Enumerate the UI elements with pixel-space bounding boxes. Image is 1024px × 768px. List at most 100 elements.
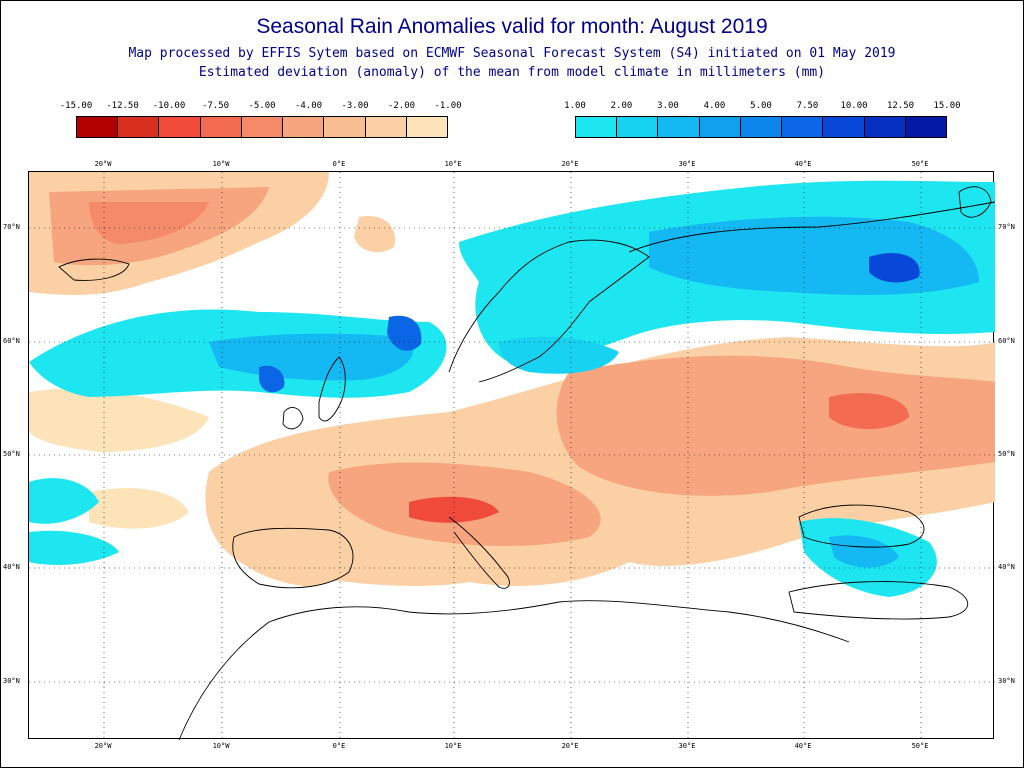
- lat-label-left: 30°N: [3, 677, 20, 685]
- lon-label-top: 30°E: [678, 160, 696, 168]
- negative-legend-swatch: [324, 117, 366, 137]
- dry-area-atlantic-south: [89, 488, 189, 529]
- dry-area-alps-hotspot: [409, 496, 499, 523]
- anomaly-map: [28, 171, 995, 740]
- negative-legend-tick-label: -3.00: [341, 101, 369, 111]
- negative-legend-swatch: [200, 117, 242, 137]
- coastline-black-sea: [798, 504, 925, 548]
- lat-label-left: 50°N: [3, 450, 20, 458]
- coastline-iceland: [58, 258, 130, 281]
- positive-legend-tick-label: 1.00: [564, 101, 586, 111]
- dry-anomaly-areas: [29, 172, 995, 587]
- negative-legend-swatches: [76, 116, 448, 138]
- coastline-turkey: [788, 581, 968, 620]
- negative-legend-swatch: [241, 117, 284, 137]
- positive-legend-swatch: [823, 117, 865, 137]
- positive-legend-swatch: [576, 117, 618, 137]
- positive-legend-tick-label: 15.00: [933, 101, 961, 111]
- coastline-ireland: [282, 407, 304, 430]
- map-title: Seasonal Rain Anomalies valid for month:…: [256, 15, 768, 38]
- lon-label-bottom: 50°E: [911, 742, 929, 750]
- negative-legend-swatch: [365, 117, 407, 137]
- lon-label-top: 0°E: [332, 160, 346, 168]
- positive-legend-swatch: [617, 117, 659, 137]
- positive-legend-swatch: [782, 117, 824, 137]
- map-subtitle-units: Estimated deviation (anomaly) of the mea…: [198, 65, 826, 80]
- dry-area-iberia: [229, 508, 362, 587]
- negative-legend-tick-label: -7.50: [201, 101, 230, 111]
- wet-area-baltic: [499, 336, 619, 374]
- coastline-north-africa: [178, 600, 850, 740]
- dry-area-iceland-south: [29, 388, 209, 452]
- positive-legend-tick-label: 4.00: [703, 101, 726, 111]
- positive-legend-swatches: [575, 116, 947, 138]
- lat-label-right: 70°N: [998, 223, 1015, 231]
- lon-label-bottom: 10°W: [212, 742, 230, 750]
- lon-label-bottom: 10°E: [444, 742, 462, 750]
- negative-legend-swatch: [118, 117, 160, 137]
- coastline-scandinavia: [448, 239, 650, 383]
- coastline-iberia: [232, 527, 354, 589]
- lat-label-left: 40°N: [3, 563, 20, 571]
- wet-area-atlantic-southwest: [29, 530, 119, 565]
- positive-legend-swatch: [905, 117, 946, 137]
- coastline-italy: [448, 516, 510, 589]
- lat-label-right: 30°N: [998, 677, 1015, 685]
- negative-legend-swatch: [159, 117, 201, 137]
- negative-legend-swatch: [77, 117, 119, 137]
- negative-legend-tick-label: -5.00: [248, 101, 276, 111]
- positive-legend-tick-label: 2.00: [610, 101, 633, 111]
- graticule: [29, 172, 995, 740]
- lon-label-bottom: 20°W: [94, 742, 112, 750]
- lon-label-top: 40°E: [794, 160, 812, 168]
- positive-anomaly-legend: 1.00 2.00 3.00 4.00 5.00 7.50 10.00 12.50 15.00: [564, 101, 961, 138]
- negative-anomaly-legend: -15.00 -12.50 -10.00 -7.50 -5.00 -4.00 -3.00 -2…: [60, 101, 462, 138]
- lat-label-right: 60°N: [998, 337, 1015, 345]
- wet-area-arctic-russia-hotspot: [869, 253, 920, 283]
- negative-legend-swatch: [406, 117, 447, 137]
- positive-legend-tick-label: 7.50: [796, 101, 819, 111]
- lon-label-bottom: 20°E: [561, 742, 579, 750]
- positive-legend-ticks: 1.00 2.00 3.00 4.00 5.00 7.50 10.00 12.50 15.00: [564, 101, 960, 114]
- negative-legend-ticks: -15.00 -12.50 -10.00 -7.50 -5.00 -4.00 -3.00 -2…: [60, 101, 462, 114]
- negative-legend-tick-label: -1.00: [434, 101, 462, 111]
- wet-area-atlantic-west: [29, 478, 99, 524]
- coastline-great-britain: [318, 356, 346, 422]
- lon-label-top: 10°E: [444, 160, 462, 168]
- dry-area-norwegian-sea: [354, 216, 395, 253]
- wet-area-british-isles-hotspot: [259, 365, 285, 393]
- positive-legend-tick-label: 12.50: [886, 101, 915, 111]
- positive-legend-swatch: [699, 117, 741, 137]
- lon-label-bottom: 0°E: [332, 742, 346, 750]
- lon-label-top: 20°W: [94, 160, 112, 168]
- map-subtitle-processing: Map processed by EFFIS Sytem based on EC…: [128, 46, 896, 61]
- positive-legend-swatch: [658, 117, 700, 137]
- negative-legend-tick-label: -10.00: [152, 101, 186, 111]
- lat-label-right: 40°N: [998, 563, 1015, 571]
- lon-label-bottom: 30°E: [678, 742, 696, 750]
- lat-label-left: 70°N: [3, 223, 20, 231]
- lon-label-top: 50°E: [911, 160, 929, 168]
- negative-legend-tick-label: -4.00: [294, 101, 323, 111]
- positive-legend-tick-label: 10.00: [840, 101, 868, 111]
- dry-area-russia-hotspot: [829, 393, 909, 430]
- negative-legend-swatch: [283, 117, 325, 137]
- lat-label-right: 50°N: [998, 450, 1015, 458]
- negative-legend-tick-label: -12.50: [106, 101, 139, 111]
- negative-legend-tick-label: -15.00: [59, 101, 93, 111]
- lon-label-top: 20°E: [561, 160, 579, 168]
- coastlines: [58, 186, 995, 740]
- dry-area-greenland-sea-centre: [89, 202, 209, 244]
- lon-label-top: 10°W: [212, 160, 230, 168]
- wet-anomaly-areas: [29, 180, 995, 597]
- lon-label-bottom: 40°E: [794, 742, 812, 750]
- wet-area-north-sea-hotspot: [387, 315, 422, 351]
- dry-area-russia-core: [556, 355, 995, 496]
- positive-legend-tick-label: 3.00: [657, 101, 679, 111]
- coastline-arctic-russia: [628, 201, 995, 253]
- anomaly-map-canvas: [29, 172, 995, 740]
- wet-area-black-sea-turkey-core: [829, 535, 899, 568]
- lat-label-left: 60°N: [3, 337, 20, 345]
- positive-legend-swatch: [740, 117, 783, 137]
- positive-legend-swatch: [864, 117, 906, 137]
